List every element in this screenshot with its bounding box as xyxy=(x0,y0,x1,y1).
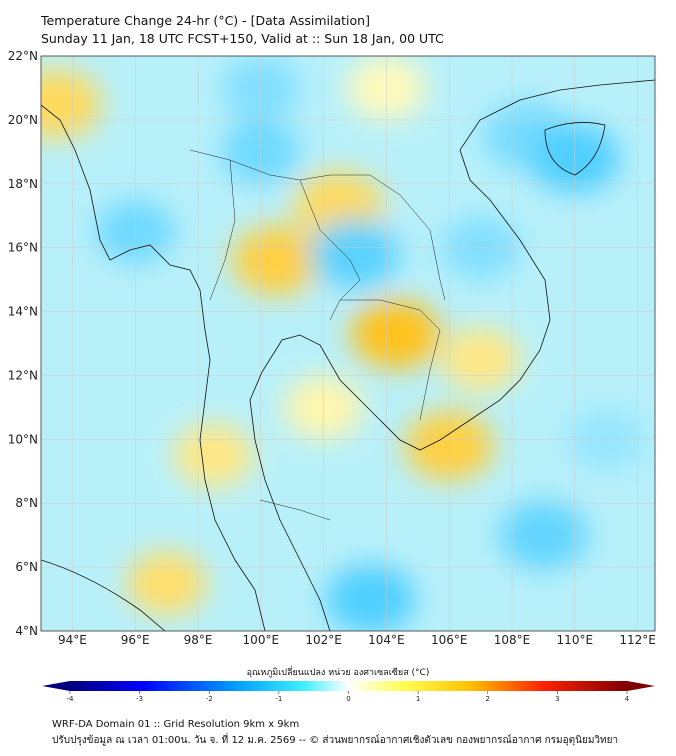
coastline xyxy=(41,79,655,631)
heatmap-region xyxy=(325,564,416,631)
heatmap-region xyxy=(350,298,441,369)
x-tick-label: 96°E xyxy=(121,633,150,647)
colorbar-tick-label: 3 xyxy=(555,695,559,703)
colorbar-tick-label: 0 xyxy=(346,695,350,703)
footer-line-1: WRF-DA Domain 01 :: Grid Resolution 9km … xyxy=(52,719,300,730)
heatmap-region xyxy=(126,551,207,616)
chart-title: Temperature Change 24-hr (°C) - [Data As… xyxy=(41,13,370,28)
y-tick-label: 22°N xyxy=(8,49,38,63)
heatmap-region xyxy=(41,69,102,139)
x-tick-label: 106°E xyxy=(431,633,468,647)
y-tick-label: 18°N xyxy=(8,177,38,191)
colorbar-tick-label: -2 xyxy=(206,695,213,703)
colorbar-tick-label: 2 xyxy=(486,695,490,703)
colorbar-label: อุณหภูมิเปลี่ยนแปลง หน่วย องศาเซลเซียส (… xyxy=(246,668,430,678)
x-tick-label: 108°E xyxy=(494,633,531,647)
heatmap-region xyxy=(231,225,322,296)
colorbar-tick-label: -3 xyxy=(136,695,143,703)
colorbar: -4 -3 -2 -1 0 1 2 3 4 xyxy=(42,681,655,703)
colorbar-tick-label: 4 xyxy=(625,695,630,703)
y-tick-label: 20°N xyxy=(8,113,38,127)
colorbar-tick-label: 1 xyxy=(416,695,420,703)
colorbar-tick-label: -4 xyxy=(67,695,75,703)
x-tick-label: 100°E xyxy=(243,633,280,647)
y-tick-label: 16°N xyxy=(8,241,38,255)
y-tick-label: 8°N xyxy=(15,496,38,510)
chart-subtitle: Sunday 11 Jan, 18 UTC FCST+150, Valid at… xyxy=(41,31,444,46)
y-tick-label: 6°N xyxy=(15,560,38,574)
heatmap-region xyxy=(310,219,400,290)
x-tick-label: 104°E xyxy=(368,633,405,647)
x-tick-label: 98°E xyxy=(184,633,213,647)
x-tick-label: 94°E xyxy=(58,633,87,647)
y-tick-label: 4°N xyxy=(15,624,38,638)
heatmap-field xyxy=(41,56,655,631)
colorbar-tick-label: -1 xyxy=(275,695,282,703)
footer-line-2: ปรับปรุงข้อมูล ณ เวลา 01:00น. วัน จ. ที่… xyxy=(52,735,619,746)
x-tick-label: 112°E xyxy=(619,633,656,647)
heatmap-region xyxy=(440,327,521,392)
x-tick-label: 110°E xyxy=(557,633,594,647)
heatmap-region xyxy=(498,500,589,571)
y-tick-label: 12°N xyxy=(8,368,38,382)
y-tick-label: 14°N xyxy=(8,305,38,319)
x-tick-label: 102°E xyxy=(305,633,342,647)
y-tick-label: 10°N xyxy=(8,432,38,446)
borders xyxy=(189,149,446,521)
heatmap-region xyxy=(173,423,254,488)
